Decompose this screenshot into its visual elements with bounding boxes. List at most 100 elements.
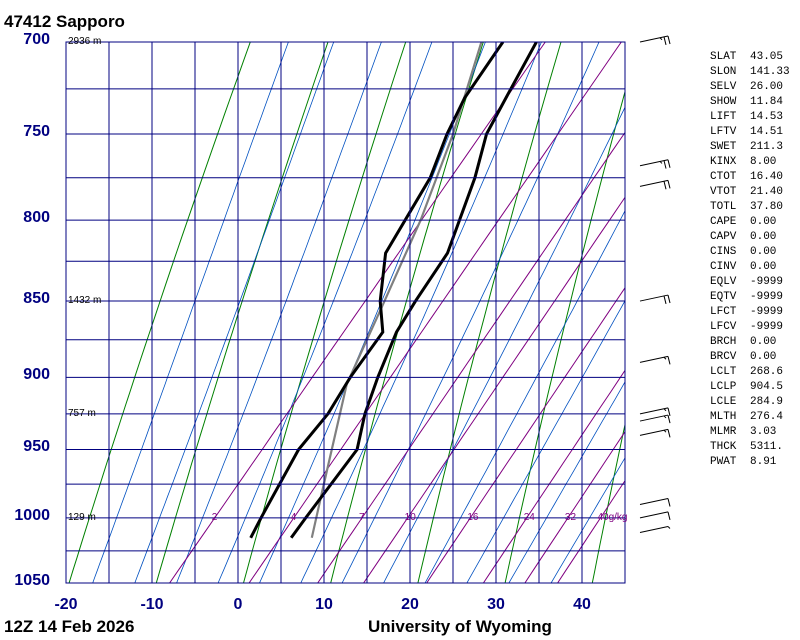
index-row-brcv: BRCV 0.00 [710,350,790,365]
wind-barb [639,526,671,533]
index-value: 8.91 [750,456,777,468]
index-value: 21.40 [750,186,784,198]
index-name: MLMR [710,426,737,438]
dry-adiabat-line [417,42,562,583]
height-label: 757 m [68,407,96,419]
index-row-lift: LIFT 14.53 [710,110,790,125]
pressure-tick-label: 1050 [14,572,50,589]
pressure-tick-label: 800 [23,209,50,227]
index-value: -9999 [750,321,784,333]
temperature-tick-label: -10 [140,596,164,613]
index-name: CTOT [710,171,737,183]
wind-barb [639,179,671,190]
index-name: LCLP [710,381,737,393]
dry-adiabat-line [155,42,329,583]
height-label: 2936 m [68,36,102,47]
index-row-slat: SLAT 43.05 [710,50,790,65]
indices-panel: SLAT 43.05 SLON 141.33 SELV 26.00 SHOW 11.84 LIF… [710,50,790,470]
mixing-ratio-line [248,42,622,583]
mixing-ratio-line [557,479,625,583]
temperature-tick-label: -20 [54,596,78,613]
index-value: 904.5 [750,381,784,393]
index-row-cinv: CINV 0.00 [710,260,790,275]
wind-barb [639,355,671,365]
index-row-lclp: LCLP 904.5 [710,380,790,395]
index-name: CAPE [710,216,737,228]
moist-adiabat-line [508,381,625,583]
index-name: CINS [710,246,737,258]
index-name: MLTH [710,411,737,423]
index-value: 0.00 [750,261,777,273]
pressure-tick-label: 850 [23,290,50,308]
index-row-ctot: CTOT 16.40 [710,170,790,185]
index-name: LCLE [710,396,737,408]
moist-adiabat-line [134,42,335,583]
index-name: LIFT [710,111,737,123]
index-name: SWET [710,141,737,153]
mixing-ratio-label: 32 [564,511,577,523]
moist-adiabat-line [383,106,625,583]
index-value: 16.40 [750,171,784,183]
index-value: 5311. [750,441,784,453]
index-name: SELV [710,81,737,93]
index-value: 37.80 [750,201,784,213]
temperature-tick-label: 0 [233,596,243,613]
index-row-eqlv: EQLV -9999 [710,275,790,290]
index-name: LFTV [710,126,737,138]
index-value: 14.53 [750,111,784,123]
mixing-ratio-line [169,42,546,583]
index-value: 11.84 [750,96,784,108]
index-row-brch: BRCH 0.00 [710,335,790,350]
index-name: SLON [710,66,737,78]
mixing-ratio-label: 7 [359,511,365,523]
mixing-ratio-line [524,430,625,583]
index-name: LCLT [710,366,737,378]
index-row-lfct: LFCT -9999 [710,305,790,320]
index-value: 43.05 [750,51,784,63]
index-row-pwat: PWAT 8.91 [710,455,790,470]
index-row-mlth: MLTH 276.4 [710,410,790,425]
height-label: 129 m [68,511,96,523]
index-value: 0.00 [750,246,777,258]
chart-title: 47412 Sapporo [4,12,125,31]
index-name: THCK [710,441,737,453]
wind-barb [639,498,671,507]
index-name: PWAT [710,456,737,468]
index-value: 3.03 [750,426,777,438]
temperature-tick-label: 20 [401,596,419,613]
wind-barb [639,428,671,438]
index-name: LFCV [710,321,737,333]
wind-barb [639,35,671,45]
index-row-vtot: VTOT 21.40 [710,185,790,200]
index-name: TOTL [710,201,737,213]
index-value: 141.33 [750,66,790,78]
footer-source: University of Wyoming [368,617,552,636]
wind-barb [639,294,671,305]
index-name: KINX [710,156,737,168]
index-name: BRCH [710,336,737,348]
index-row-thck: THCK 5311. [710,440,790,455]
index-row-mlmr: MLMR 3.03 [710,425,790,440]
index-name: SHOW [710,96,737,108]
index-name: CAPV [710,231,737,243]
index-value: 0.00 [750,351,777,363]
index-row-swet: SWET 211.3 [710,140,790,155]
wind-barb [639,159,671,169]
mixing-ratio-label: 10 [404,511,416,523]
index-row-cape: CAPE 0.00 [710,215,790,230]
dry-adiabat-line [68,42,251,583]
index-row-lcle: LCLE 284.9 [710,395,790,410]
moist-adiabat-line [424,210,625,583]
plot-frame [65,41,626,584]
pressure-tick-label: 900 [23,366,50,384]
index-row-totl: TOTL 37.80 [710,200,790,215]
index-name: VTOT [710,186,737,198]
index-row-capv: CAPV 0.00 [710,230,790,245]
wind-barb [639,511,671,521]
index-row-show: SHOW 11.84 [710,95,790,110]
index-name: BRCV [710,351,737,363]
wind-barb [639,414,671,424]
mixing-ratio-line [317,131,625,583]
index-value: 268.6 [750,366,784,378]
